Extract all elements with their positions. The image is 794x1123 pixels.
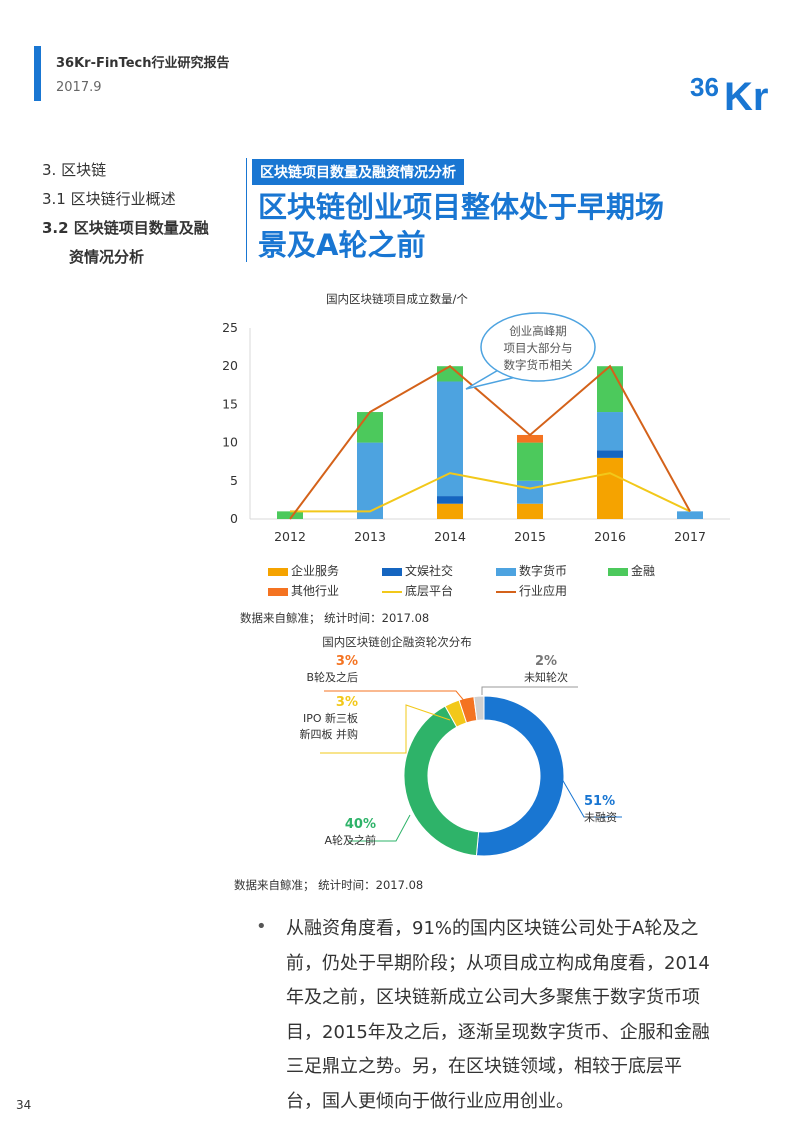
section-title-line: 区块链创业项目整体处于早期场 (258, 190, 665, 224)
toc-item[interactable]: 3. 区块链 (42, 161, 107, 179)
bar-segment (597, 457, 623, 519)
y-tick-label: 25 (222, 320, 238, 335)
bar-segment (437, 503, 463, 519)
legend-swatch (268, 587, 288, 596)
y-tick-label: 5 (230, 473, 238, 488)
bar-segment (597, 450, 623, 458)
bar-segment (517, 480, 543, 504)
legend-label: 底层平台 (405, 584, 454, 598)
report-title: 36Kr-FinTech行业研究报告 (56, 56, 230, 71)
series-line (289, 364, 691, 520)
legend-swatch (382, 590, 402, 593)
bar-segment (517, 434, 543, 443)
section-title: 区块链创业项目整体处于早期场 景及A轮之前 (258, 188, 738, 264)
callout-text: 数字货币相关 (504, 358, 573, 372)
header-accent-bar (34, 46, 41, 101)
svg-text:Kr: Kr (724, 75, 768, 116)
legend-item: 数字货币 (496, 562, 567, 579)
chart-source-note: 数据来自鲸准； 统计时间：2017.08 (240, 611, 430, 625)
slice-label: 新四板 并购 (300, 727, 359, 741)
leader-line (561, 778, 622, 818)
donut-slice (403, 705, 480, 857)
bar-segment (437, 381, 463, 497)
body-text: 从融资角度看，91%的国内区块链公司处于A轮及之前，仍处于早期阶段；从项目成立构… (286, 918, 710, 1112)
legend-label: 文娱社交 (405, 564, 454, 578)
legend-swatch (268, 567, 288, 576)
bar-segment (517, 503, 543, 519)
legend-item: 文娱社交 (382, 562, 453, 579)
slice-label: B轮及之后 (306, 670, 358, 684)
series-line (290, 472, 691, 513)
slice-label: 未知轮次 (524, 670, 568, 684)
slice-percent: 3% (336, 654, 358, 669)
legend-label: 数字货币 (519, 564, 568, 578)
y-tick-label: 0 (230, 511, 238, 526)
legend-item: 企业服务 (268, 562, 339, 579)
callout-text: 项目大部分与 (504, 341, 573, 355)
chart-source-note: 数据来自鲸准； 统计时间：2017.08 (234, 878, 424, 892)
legend-item: 行业应用 (496, 582, 567, 599)
bar-segment (277, 511, 303, 519)
leader-line (348, 814, 411, 842)
y-tick-label: 15 (222, 396, 238, 411)
slice-label: IPO 新三板 (303, 711, 358, 725)
leader-line (481, 686, 578, 695)
leader-line (324, 690, 467, 704)
toc-item[interactable]: 3.1 区块链行业概述 (42, 190, 176, 208)
legend-swatch (496, 590, 516, 593)
bar-segment (597, 412, 623, 451)
legend-item: 金融 (608, 562, 655, 579)
legend-label: 金融 (631, 564, 656, 578)
x-tick-label: 2016 (594, 529, 626, 544)
report-date: 2017.9 (56, 80, 102, 95)
donut-slice (475, 695, 565, 857)
x-tick-label: 2017 (674, 529, 706, 544)
bar-segment (517, 442, 543, 481)
legend-swatch (608, 567, 628, 576)
legend-item: 其他行业 (268, 582, 339, 599)
section-title-line: 景及A轮之前 (258, 228, 426, 262)
page-number: 34 (16, 1098, 32, 1112)
callout-bubble (480, 312, 596, 382)
36kr-logo: 36 Kr (690, 72, 768, 116)
table-of-contents: 3. 区块链 3.1 区块链行业概述 3.2 区块链项目数量及融 资情况分析 (42, 156, 242, 272)
bar-chart-title: 国内区块链项目成立数量/个 (326, 292, 468, 306)
donut-slice (473, 695, 485, 722)
legend-label: 其他行业 (291, 584, 340, 598)
bar-segment (437, 496, 463, 504)
legend-label: 企业服务 (291, 564, 340, 578)
slice-percent: 51% (584, 794, 615, 809)
slice-percent: 40% (345, 817, 376, 832)
legend-label: 行业应用 (519, 584, 568, 598)
legend-swatch (496, 567, 516, 576)
x-tick-label: 2012 (274, 529, 306, 544)
section-divider (246, 158, 247, 262)
y-tick-label: 20 (222, 358, 238, 373)
toc-item-active-cont[interactable]: 资情况分析 (69, 248, 145, 266)
x-tick-label: 2014 (434, 529, 466, 544)
leader-line (320, 704, 451, 754)
x-tick-label: 2015 (514, 529, 546, 544)
toc-item-active[interactable]: 3.2 区块链项目数量及融 (42, 219, 209, 237)
section-label: 区块链项目数量及融资情况分析 (252, 159, 464, 185)
slice-percent: 2% (535, 654, 557, 669)
x-tick-label: 2013 (354, 529, 386, 544)
legend-item: 底层平台 (382, 582, 453, 599)
slice-percent: 3% (336, 695, 358, 710)
y-tick-label: 10 (222, 435, 238, 450)
bullet-icon: • (256, 916, 267, 937)
slice-label: A轮及之前 (324, 833, 376, 847)
project-count-chart: 0 5 10 15 20 25 2012 2013 2014 2015 2016 2017 创业高峰期项… (222, 312, 730, 544)
bar-segment (357, 412, 383, 443)
legend-swatch (382, 567, 402, 576)
slice-label: 未融资 (584, 811, 617, 824)
bar-segment (677, 511, 703, 519)
svg-text:36: 36 (690, 72, 719, 102)
donut-chart-title: 国内区块链创企融资轮次分布 (322, 635, 472, 649)
callout-text: 创业高峰期 (509, 324, 567, 338)
